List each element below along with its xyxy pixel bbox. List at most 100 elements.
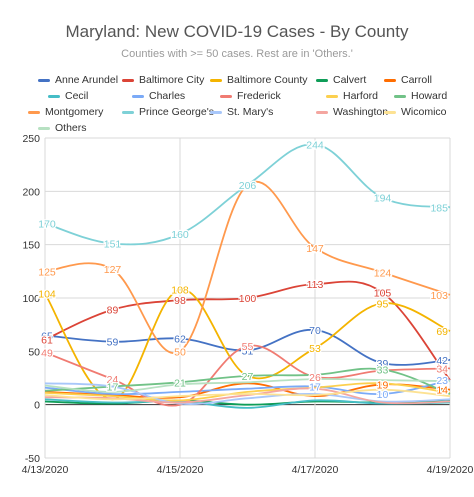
legend-swatch <box>384 110 396 114</box>
legend-label: St. Mary's <box>227 106 274 118</box>
data-label: 104 <box>38 289 56 301</box>
chart-subtitle: Counties with >= 50 cases. Rest are in '… <box>121 48 353 60</box>
legend-swatch <box>210 78 222 82</box>
data-label: 70 <box>309 325 321 337</box>
y-tick-label: 200 <box>22 186 40 198</box>
legend-item: Charles <box>132 90 185 102</box>
legend-swatch <box>316 110 328 114</box>
data-label: 61 <box>41 335 53 347</box>
y-tick-label: 250 <box>22 133 40 145</box>
data-label: 194 <box>374 193 392 205</box>
data-label: 49 <box>41 347 53 359</box>
legend-item: Wicomico <box>384 106 447 118</box>
data-label: 151 <box>104 239 122 251</box>
data-label: 27 <box>242 371 254 383</box>
y-tick-label: -50 <box>25 453 40 465</box>
x-tick-label: 4/19/2020 <box>427 464 474 476</box>
data-label: 69 <box>436 326 448 338</box>
data-label: 26 <box>309 372 321 384</box>
data-label: 17 <box>309 382 321 394</box>
data-label: 127 <box>104 264 122 276</box>
legend-label: Baltimore City <box>139 74 205 86</box>
data-label: 23 <box>436 375 448 387</box>
data-label: 55 <box>242 341 254 353</box>
data-label: 14 <box>436 385 448 397</box>
legend-swatch <box>122 78 134 82</box>
legend-swatch <box>394 94 406 98</box>
data-label: 23 <box>436 375 448 387</box>
data-label: 103 <box>430 290 448 302</box>
legend-item: Washington <box>316 106 388 118</box>
data-label: 124 <box>374 267 392 279</box>
data-label: 62 <box>174 334 186 346</box>
data-label: 108 <box>171 284 189 296</box>
series-line <box>44 382 451 402</box>
data-label: 50 <box>174 346 186 358</box>
legend-item: Montgomery <box>28 106 103 118</box>
legend-label: Cecil <box>65 90 89 102</box>
legend-item: St. Mary's <box>210 106 273 118</box>
legend-label: Howard <box>411 90 448 102</box>
legend-item: Cecil <box>48 90 88 102</box>
data-label: 65 <box>41 330 53 342</box>
legend-item: Frederick <box>220 90 281 102</box>
data-label: 206 <box>239 180 257 192</box>
series-line <box>44 387 451 405</box>
data-label: 10 <box>377 389 389 401</box>
legend-label: Calvert <box>333 74 367 86</box>
y-tick-label: 50 <box>28 346 40 358</box>
data-label: 244 <box>306 139 324 151</box>
x-tick-label: 4/17/2020 <box>292 464 339 476</box>
series-line <box>44 382 451 405</box>
legend-swatch <box>48 94 60 98</box>
x-tick-label: 4/13/2020 <box>22 464 69 476</box>
series-line <box>44 398 451 409</box>
data-label: 59 <box>107 337 119 349</box>
legend-swatch <box>220 94 232 98</box>
legend-swatch <box>122 110 134 114</box>
legend-row: Montgomery Prince George's St. Mary's Washi… <box>28 106 458 121</box>
legend-row: Cecil Charles Frederick Harford Howard <box>38 90 458 105</box>
series-line <box>44 378 451 393</box>
legend-item: Prince George's <box>122 106 214 118</box>
y-tick-label: 0 <box>34 400 40 412</box>
data-label: 17 <box>107 382 119 394</box>
series-line <box>44 181 451 355</box>
legend-item: Calvert <box>316 74 366 86</box>
series-line <box>44 344 451 407</box>
data-label: 100 <box>239 293 257 305</box>
data-label: 160 <box>171 229 189 241</box>
data-label: 24 <box>107 374 119 386</box>
legend-item: Baltimore City <box>122 74 204 86</box>
series-line <box>44 329 451 366</box>
legend-row: Anne Arundel Baltimore City Baltimore Coun… <box>38 74 458 89</box>
x-tick-label: 4/15/2020 <box>157 464 204 476</box>
legend: Anne Arundel Baltimore City Baltimore Coun… <box>28 74 458 138</box>
legend-label: Harford <box>343 90 379 102</box>
legend-swatch <box>210 110 222 114</box>
data-label: 34 <box>436 363 448 375</box>
series-line <box>44 280 451 381</box>
legend-item: Others <box>38 122 87 134</box>
legend-item: Anne Arundel <box>38 74 118 86</box>
data-label: 185 <box>430 202 448 214</box>
data-label: 39 <box>377 358 389 370</box>
legend-label: Prince George's <box>139 106 214 118</box>
legend-swatch <box>384 78 396 82</box>
series-line <box>44 382 451 399</box>
legend-swatch <box>28 110 40 114</box>
legend-label: Montgomery <box>45 106 104 118</box>
legend-swatch <box>326 94 338 98</box>
legend-label: Carroll <box>401 74 432 86</box>
legend-swatch <box>38 78 50 82</box>
legend-label: Washington <box>333 106 389 118</box>
legend-swatch <box>132 94 144 98</box>
chart-title: Maryland: New COVID-19 Cases - By County <box>65 22 409 41</box>
legend-swatch <box>316 78 328 82</box>
data-label: 98 <box>174 295 186 307</box>
legend-item: Carroll <box>384 74 432 86</box>
legend-swatch <box>38 126 50 130</box>
data-label: 125 <box>38 266 56 278</box>
series-line <box>44 388 451 401</box>
data-label: 170 <box>38 218 56 230</box>
